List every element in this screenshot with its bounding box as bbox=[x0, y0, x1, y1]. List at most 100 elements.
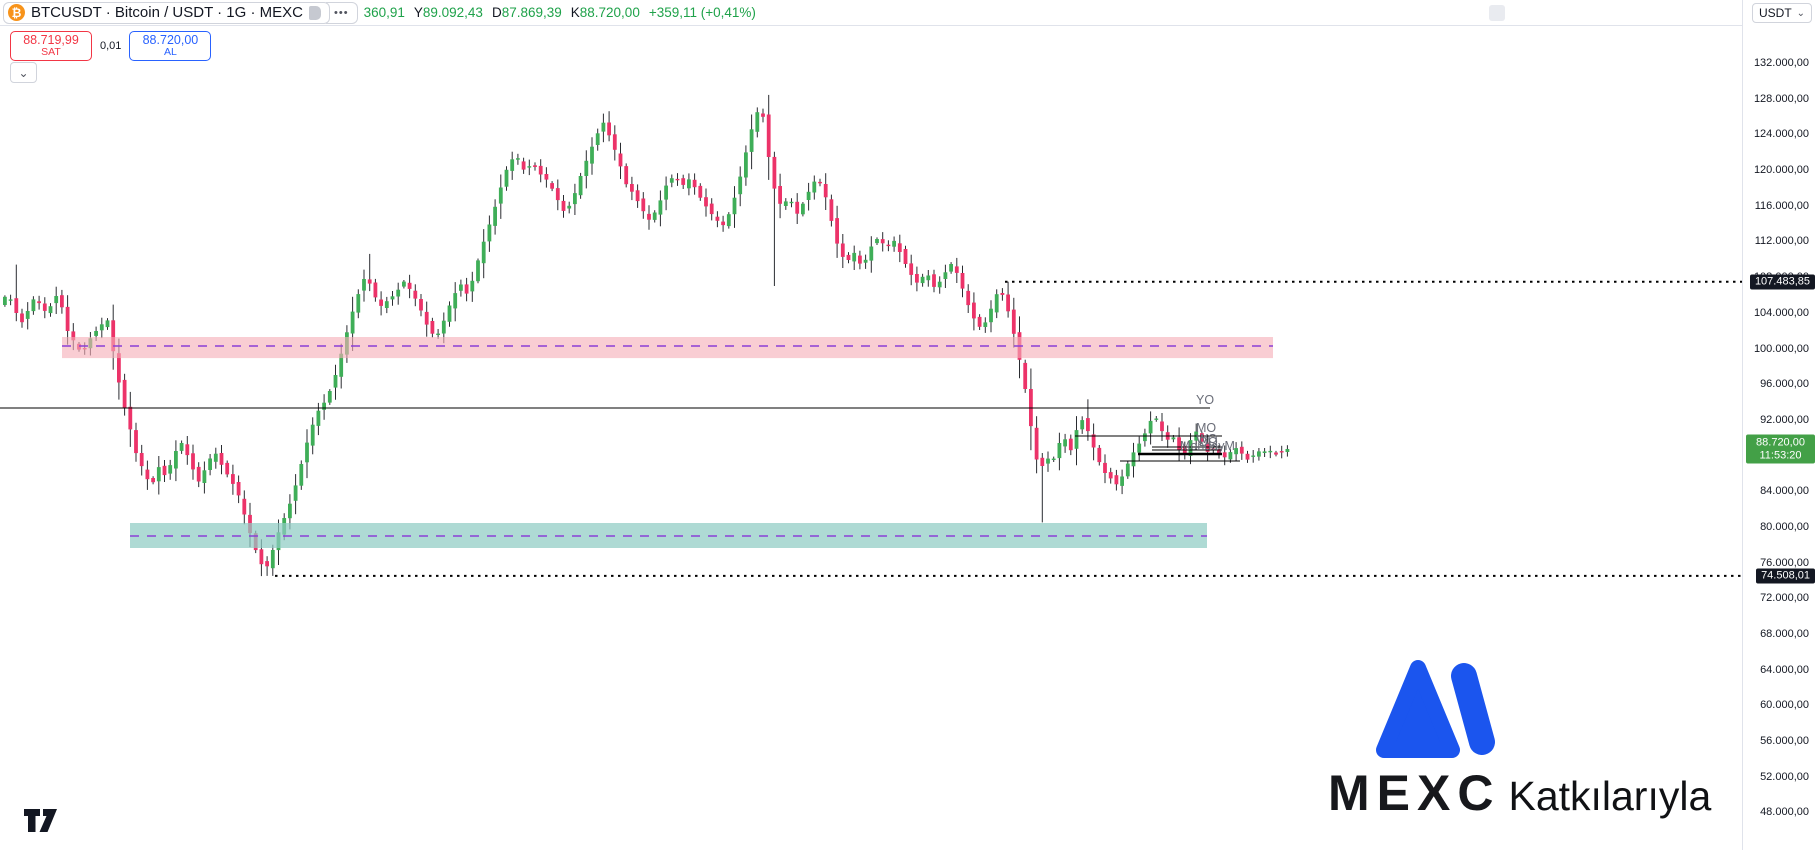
candle-body bbox=[293, 485, 298, 501]
currency-dropdown[interactable]: USDT ⌄ bbox=[1752, 3, 1812, 23]
candle-body bbox=[156, 467, 161, 482]
candle-body bbox=[903, 249, 908, 264]
chevron-down-icon: ⌄ bbox=[18, 65, 29, 80]
candle-body bbox=[533, 165, 537, 167]
candle-body bbox=[242, 498, 247, 515]
candle-body bbox=[174, 451, 178, 469]
candle-body bbox=[134, 430, 138, 454]
candle-body bbox=[875, 239, 879, 244]
candle-body bbox=[213, 453, 218, 462]
candle-body bbox=[635, 190, 640, 202]
candle-body bbox=[1154, 418, 1159, 420]
candle-body bbox=[1279, 451, 1284, 453]
candle-body bbox=[1131, 452, 1136, 467]
axis-tick: 92.000,00 bbox=[1760, 413, 1809, 426]
price-axis[interactable]: USDT ⌄ 132.000,00 128.000,00 124.000,00 120… bbox=[1742, 0, 1817, 850]
candle-body bbox=[219, 453, 224, 465]
axis-tick: 120.000,00 bbox=[1753, 164, 1809, 176]
WO-label: WO bbox=[1196, 432, 1218, 446]
candle-body bbox=[818, 181, 822, 184]
axis-tick: 128.000,00 bbox=[1753, 92, 1809, 105]
buy-price: 88.720,00 bbox=[142, 33, 199, 47]
candle-body bbox=[373, 282, 378, 298]
candle-body bbox=[168, 465, 173, 474]
supply-zone[interactable] bbox=[62, 337, 1273, 359]
candle-body bbox=[852, 252, 857, 262]
candle-body bbox=[99, 324, 104, 331]
candle-body bbox=[801, 203, 805, 215]
tradingview-logo[interactable] bbox=[22, 803, 64, 837]
trade-collapse-button[interactable]: ⌄ bbox=[10, 62, 37, 83]
candle-body bbox=[396, 289, 401, 297]
candle-body bbox=[909, 263, 914, 275]
candle-body bbox=[1285, 449, 1290, 452]
buy-button[interactable]: 88.720,00 AL bbox=[129, 31, 212, 61]
toolbar-mini-icon[interactable] bbox=[1489, 5, 1505, 21]
candle-body bbox=[652, 212, 657, 220]
candle-body bbox=[886, 244, 891, 247]
candle-body bbox=[658, 200, 663, 215]
candle-body bbox=[806, 191, 811, 200]
MondayM-label: MondayM bbox=[1180, 439, 1235, 453]
candle-body bbox=[196, 466, 201, 482]
mexc-tagline: Katkılarıyla bbox=[1508, 773, 1712, 819]
candle-body bbox=[316, 410, 321, 426]
candle-body bbox=[1148, 420, 1153, 434]
candle-body bbox=[94, 331, 98, 336]
candle-body bbox=[641, 198, 646, 212]
demand-zone[interactable] bbox=[130, 523, 1207, 548]
candle-body bbox=[339, 353, 344, 377]
axis-tick: 68.000,00 bbox=[1760, 627, 1809, 640]
candle-body bbox=[521, 161, 526, 170]
candle-body bbox=[983, 322, 988, 327]
candle-body bbox=[766, 114, 771, 157]
candle-body bbox=[310, 424, 315, 446]
candle-body bbox=[932, 274, 936, 287]
candle-body bbox=[584, 160, 589, 176]
candle-body bbox=[1051, 458, 1056, 460]
candle-body bbox=[350, 311, 355, 334]
candle-body bbox=[738, 176, 743, 195]
candle-body bbox=[111, 320, 116, 352]
chevron-down-icon: ⌄ bbox=[1796, 7, 1805, 19]
candle-body bbox=[755, 112, 760, 132]
candle-body bbox=[54, 296, 59, 304]
candle-body bbox=[71, 331, 76, 341]
flag-icon[interactable] bbox=[309, 5, 321, 20]
candle-body bbox=[590, 146, 594, 164]
candle-body bbox=[436, 333, 440, 335]
candle-body bbox=[1228, 452, 1233, 460]
axis-tick: 56.000,00 bbox=[1760, 735, 1809, 747]
symbol-button[interactable]: ₿ BTCUSDT · Bitcoin / USDT · 1G · MEXC bbox=[3, 1, 330, 24]
candle-body bbox=[384, 301, 389, 308]
candle-body bbox=[179, 443, 184, 451]
candle-body bbox=[823, 184, 828, 198]
spread-value: 0,01 bbox=[100, 40, 122, 52]
sell-button[interactable]: 88.719,99 SAT bbox=[10, 31, 92, 61]
candle-body bbox=[783, 201, 788, 206]
candle-body bbox=[14, 298, 19, 313]
axis-tick: 80.000,00 bbox=[1760, 520, 1809, 533]
candle-body bbox=[567, 205, 572, 209]
candle-body bbox=[1160, 421, 1164, 432]
candle-body bbox=[1068, 438, 1073, 451]
candle-body bbox=[453, 293, 458, 309]
candle-body bbox=[840, 243, 845, 257]
candle-body bbox=[1091, 434, 1096, 448]
candle-body bbox=[504, 169, 509, 187]
candle-body bbox=[846, 254, 851, 260]
candle-body bbox=[1097, 447, 1102, 463]
candle-body bbox=[1103, 462, 1107, 473]
candle-body bbox=[915, 274, 919, 283]
candle-body bbox=[1222, 452, 1227, 458]
candle-body bbox=[117, 353, 121, 383]
more-options-button[interactable]: ••• bbox=[326, 1, 358, 24]
axis-tick: 116.000,00 bbox=[1754, 199, 1809, 212]
candle-body bbox=[772, 156, 777, 189]
candle-body bbox=[225, 462, 230, 475]
candle-body bbox=[1268, 450, 1273, 453]
candle-body bbox=[1257, 451, 1261, 457]
candle-body bbox=[20, 313, 24, 323]
